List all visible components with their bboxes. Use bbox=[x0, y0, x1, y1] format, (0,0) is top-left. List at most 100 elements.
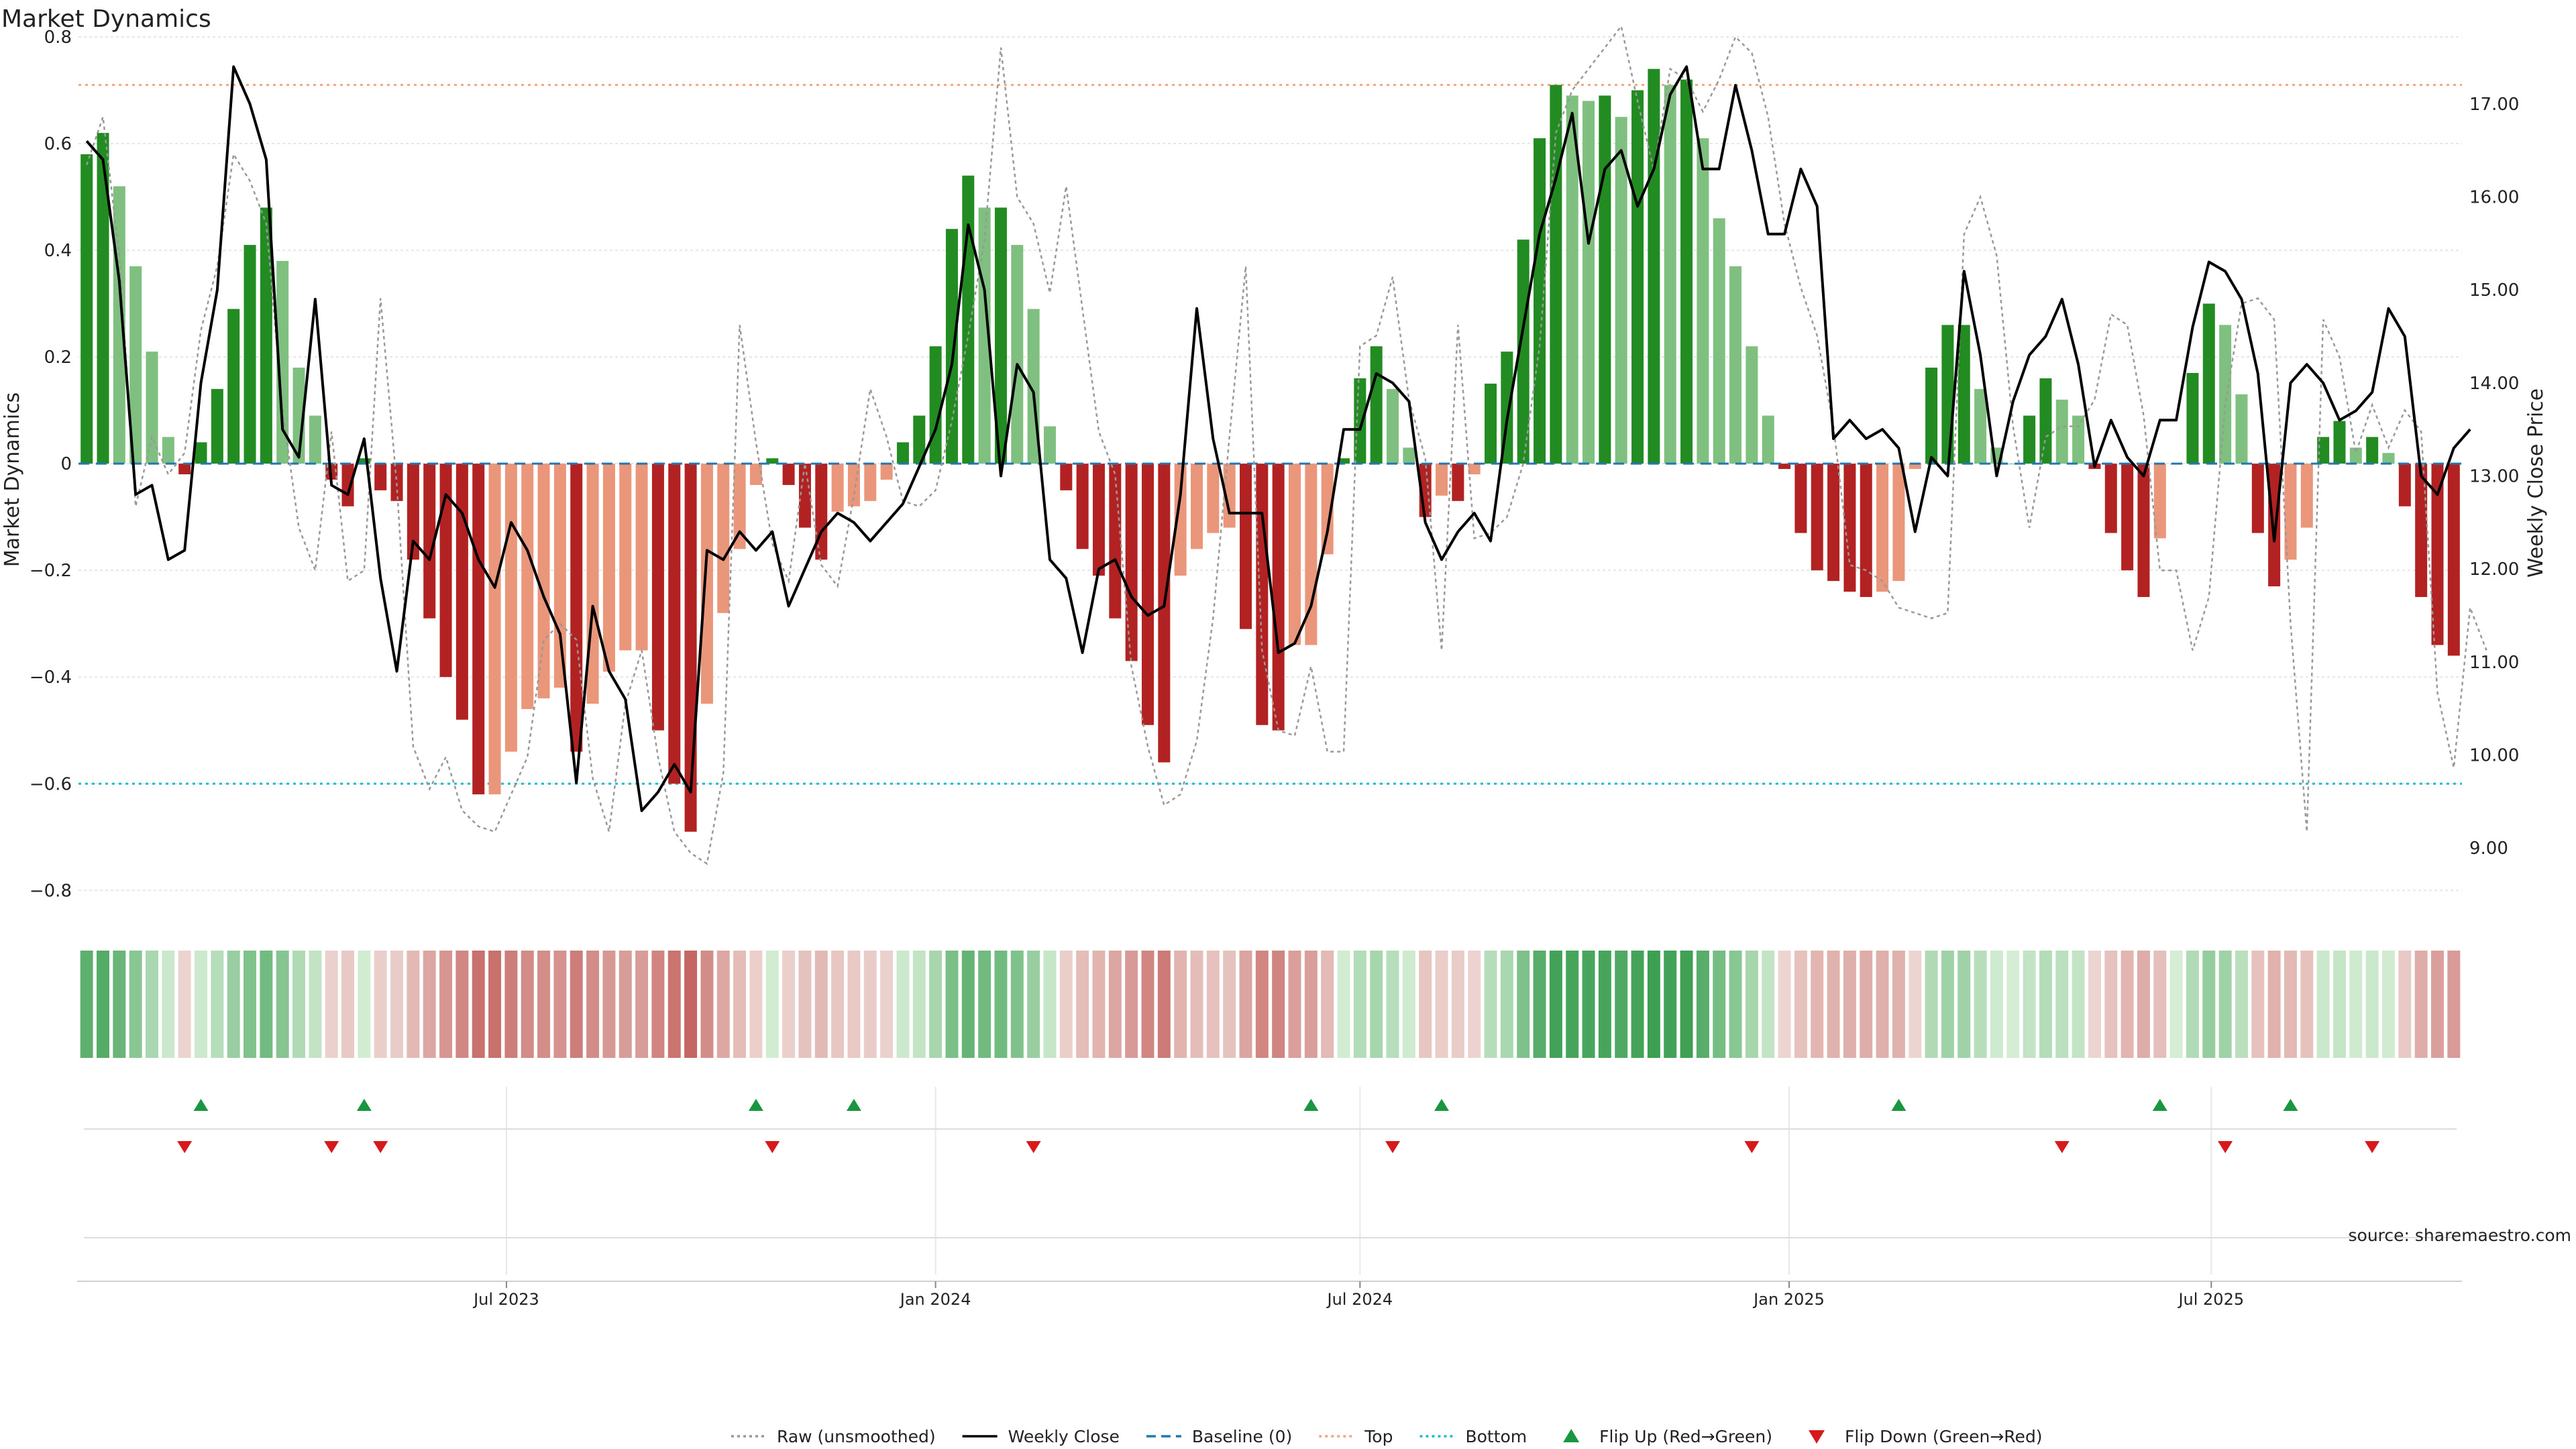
legend-item: Weekly Close bbox=[962, 1427, 1120, 1446]
md-bar bbox=[913, 415, 926, 464]
flip-down-marker bbox=[1385, 1141, 1401, 1153]
md-bar bbox=[2219, 325, 2232, 464]
md-bar bbox=[1272, 464, 1285, 731]
heat-cell bbox=[1304, 951, 1318, 1058]
heat-cell bbox=[1745, 951, 1758, 1058]
md-bar bbox=[2300, 464, 2313, 528]
heat-cell bbox=[586, 951, 600, 1058]
flip-up-marker bbox=[2283, 1099, 2298, 1111]
heat-cell bbox=[1076, 951, 1089, 1058]
heat-cell bbox=[309, 951, 322, 1058]
heat-cell bbox=[146, 951, 159, 1058]
heat-cell bbox=[488, 951, 502, 1058]
flip-down-marker bbox=[324, 1141, 339, 1153]
md-bar bbox=[1974, 388, 1987, 464]
heat-cell bbox=[244, 951, 257, 1058]
flip-down-marker bbox=[2365, 1141, 2380, 1153]
md-bar bbox=[390, 464, 403, 501]
md-bar bbox=[651, 464, 664, 731]
heat-cell bbox=[1582, 951, 1595, 1058]
flip-down-marker bbox=[177, 1141, 193, 1153]
right-tick-label: 11.00 bbox=[2469, 653, 2519, 673]
heat-cell bbox=[2414, 951, 2428, 1058]
md-bar bbox=[2072, 415, 2085, 464]
md-bar bbox=[1680, 79, 1693, 464]
legend-item: Top bbox=[1319, 1427, 1393, 1446]
md-bar bbox=[1011, 245, 1024, 464]
heat-cell bbox=[684, 951, 698, 1058]
md-bar bbox=[97, 133, 109, 464]
right-tick-label: 12.00 bbox=[2469, 559, 2519, 580]
heat-cell bbox=[2316, 951, 2330, 1058]
heat-cell bbox=[2023, 951, 2036, 1058]
md-bar bbox=[1925, 368, 1938, 464]
flip-up-marker bbox=[748, 1099, 763, 1111]
md-bar bbox=[1762, 415, 1774, 464]
heat-cell bbox=[1435, 951, 1448, 1058]
md-bar bbox=[374, 464, 387, 490]
md-bar bbox=[1550, 85, 1562, 464]
md-bar bbox=[2023, 415, 2036, 464]
heat-cell bbox=[2398, 951, 2412, 1058]
heat-cell bbox=[1811, 951, 1824, 1058]
md-bar bbox=[1909, 464, 1921, 470]
heat-cell bbox=[1370, 951, 1383, 1058]
heat-cell bbox=[178, 951, 191, 1058]
md-bar bbox=[1109, 464, 1122, 619]
heat-cell bbox=[1419, 951, 1432, 1058]
right-axis: 9.00 10.00 11.00 12.00 13.00 14.00 15.00 16.00 1… bbox=[2469, 95, 2548, 859]
heat-cell bbox=[2349, 951, 2363, 1058]
md-bar bbox=[1076, 464, 1089, 549]
heat-cell bbox=[2055, 951, 2069, 1058]
md-bar bbox=[260, 207, 272, 464]
md-bar bbox=[1729, 266, 1742, 464]
right-tick-label: 16.00 bbox=[2469, 187, 2519, 207]
md-bar bbox=[586, 464, 599, 704]
md-bar bbox=[1468, 464, 1481, 475]
md-bar bbox=[1876, 464, 1889, 592]
md-bar bbox=[1239, 464, 1252, 629]
md-bar bbox=[407, 464, 419, 560]
md-bar bbox=[2268, 464, 2281, 587]
heat-cell bbox=[1598, 951, 1611, 1058]
heat-cell bbox=[570, 951, 583, 1058]
md-bar bbox=[537, 464, 550, 699]
md-bar bbox=[2431, 464, 2444, 645]
heat-cell bbox=[733, 951, 747, 1058]
md-bar bbox=[570, 464, 583, 752]
left-axis-label: Market Dynamics bbox=[1, 392, 24, 568]
heat-cell bbox=[80, 951, 93, 1058]
heat-cell bbox=[716, 951, 730, 1058]
heat-cell bbox=[97, 951, 109, 1058]
md-bar bbox=[276, 260, 289, 464]
md-bar bbox=[831, 464, 844, 512]
heat-cell bbox=[749, 951, 763, 1058]
heat-cell bbox=[1794, 951, 1807, 1058]
md-bar bbox=[211, 388, 223, 464]
md-bar bbox=[1403, 447, 1415, 464]
md-bar bbox=[1827, 464, 1840, 582]
heat-cell bbox=[1843, 951, 1856, 1058]
heat-cell bbox=[619, 951, 632, 1058]
md-bar bbox=[994, 207, 1007, 464]
heat-cell bbox=[521, 951, 534, 1058]
left-tick-label: −0.4 bbox=[30, 667, 72, 688]
md-bar bbox=[1664, 85, 1676, 464]
heat-cell bbox=[765, 951, 779, 1058]
md-bar bbox=[1599, 95, 1611, 464]
right-tick-label: 14.00 bbox=[2469, 374, 2519, 394]
left-tick-label: −0.6 bbox=[30, 774, 72, 794]
heat-cell bbox=[2137, 951, 2150, 1058]
md-bar bbox=[1354, 378, 1366, 464]
md-bar bbox=[146, 352, 158, 464]
heat-cell bbox=[276, 951, 289, 1058]
heat-cell bbox=[880, 951, 894, 1058]
heat-cell bbox=[667, 951, 681, 1058]
legend-label: Top bbox=[1364, 1427, 1393, 1446]
md-bar bbox=[1794, 464, 1807, 533]
md-bar bbox=[1141, 464, 1154, 725]
md-bar bbox=[2366, 437, 2379, 464]
heat-cell bbox=[1533, 951, 1546, 1058]
md-bar bbox=[1582, 101, 1595, 464]
